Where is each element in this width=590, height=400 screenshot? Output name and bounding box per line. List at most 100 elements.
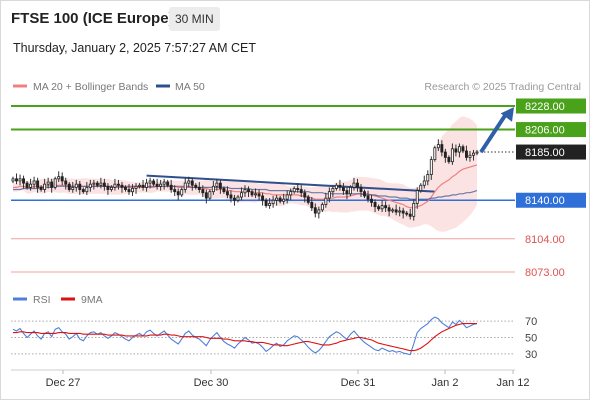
candle [278,195,282,204]
candlesticks [11,139,479,221]
candle [401,207,405,219]
candle-body [440,144,444,153]
candle [426,170,430,186]
candle-body [363,191,366,197]
rsi-ma-legend-label: 9MA [81,294,103,306]
candle [468,150,472,162]
candle-body [401,210,405,214]
candle [257,189,261,201]
candle-body [99,182,103,186]
candle-body [377,206,381,210]
candle [366,190,370,203]
candle [29,178,33,191]
candle [271,195,275,208]
candle [85,182,89,195]
candle [95,180,99,188]
candle [429,156,433,180]
candle-body [408,213,412,217]
candle [131,184,134,196]
candle [50,178,54,193]
candle [422,175,426,189]
candle-body [373,201,377,208]
candle-body [370,198,373,203]
x-tick-label: Jan 2 [432,377,459,389]
candle [81,187,85,194]
candle-body [412,203,416,217]
candle-body [176,191,180,196]
level-badge-8140.00 [516,192,586,208]
x-tick-label: Dec 27 [46,377,81,389]
candle [412,199,416,221]
candle [324,192,328,208]
candle-body [387,207,391,212]
candle [46,177,50,189]
candle-body [25,182,29,188]
candle-body [359,186,363,193]
candle-body [345,190,349,195]
candle [78,180,82,195]
candle-body [141,184,145,188]
candle [64,177,68,190]
candle-body [352,182,356,188]
copyright-label: Research © 2025 Trading Central [424,81,581,93]
candle-body [148,180,152,184]
level-labels: 8228.00 8206.00 8185.00 8140.00 8104.00 8073.… [516,98,586,279]
candle [109,185,113,192]
candle [120,182,124,193]
candle [292,186,296,194]
level-badge-8185.00 [516,144,586,160]
candle-body [92,182,96,185]
candle-body [67,183,71,190]
candle [380,200,384,213]
candle [11,176,15,184]
candle [57,171,61,183]
timeframe-badge[interactable]: 30 MIN [169,7,220,31]
candle-body [341,186,345,192]
candle [211,180,215,195]
candle [250,189,254,198]
candle [408,208,412,220]
candle [359,184,363,198]
candle-body [159,183,163,187]
candle-body [81,189,85,193]
candle-body [250,191,254,196]
level-badge-8228.00 [516,98,586,114]
candle-body [53,178,57,188]
candle [99,177,103,189]
candle [363,189,366,199]
candle-body [232,197,236,201]
candle [384,201,388,213]
candle-body [106,185,110,190]
candle-body [327,191,331,199]
candle [22,175,26,189]
candle-body [243,189,247,194]
candle [67,182,71,192]
candle [352,177,356,191]
candle-body [173,189,177,193]
candle [289,188,293,201]
candle-body [88,183,92,188]
bollinger-bands [13,116,477,232]
candle-body [303,192,307,198]
candle [370,194,373,207]
level-label-8228.00: 8228.00 [525,101,565,113]
candle-body [468,154,472,158]
candle-body [268,203,272,207]
candle [433,145,437,162]
candle-body [36,180,40,188]
level-label-8206.00: 8206.00 [525,125,565,137]
candle [454,144,458,157]
rsi-legend-label: RSI [33,294,51,306]
candle [88,179,92,192]
candle-body [43,183,47,190]
level-badge-8206.00 [516,122,586,138]
candle [106,183,110,195]
candle [18,174,22,186]
candle-body [50,181,54,188]
candle [43,178,47,193]
candle [373,199,377,213]
candle-body [384,205,388,209]
candle-body [292,188,296,193]
candle-body [299,189,303,194]
